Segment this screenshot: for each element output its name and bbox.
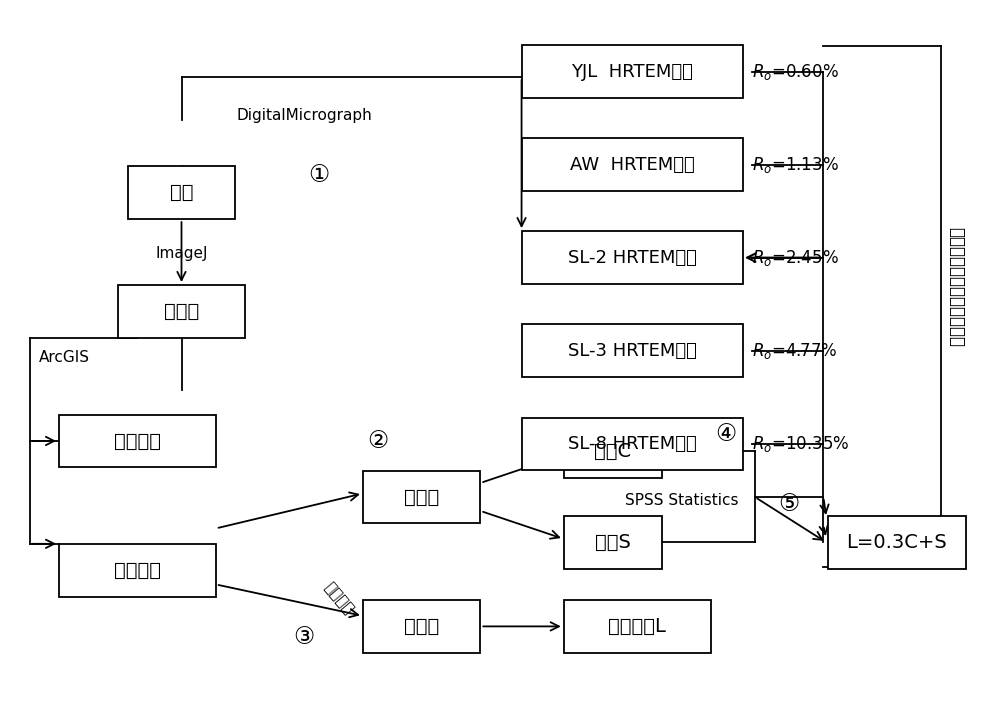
- Text: ①: ①: [308, 163, 329, 187]
- Text: ④: ④: [715, 422, 736, 446]
- FancyBboxPatch shape: [363, 471, 480, 523]
- Text: 去噪: 去噪: [170, 183, 193, 202]
- Text: ②: ②: [367, 429, 388, 453]
- Text: 条纹长度L: 条纹长度L: [608, 617, 666, 636]
- Text: ArcGIS: ArcGIS: [38, 349, 89, 365]
- FancyBboxPatch shape: [59, 415, 216, 467]
- Text: $R_o$=4.77%: $R_o$=4.77%: [752, 341, 837, 361]
- FancyBboxPatch shape: [564, 516, 662, 568]
- FancyBboxPatch shape: [828, 516, 966, 568]
- Text: $R_o$=1.13%: $R_o$=1.13%: [752, 154, 839, 175]
- FancyBboxPatch shape: [522, 139, 743, 191]
- Text: 二值化: 二值化: [164, 302, 199, 321]
- Text: 周长C: 周长C: [594, 442, 631, 461]
- Text: ③: ③: [293, 625, 315, 649]
- Text: SPSS Statistics: SPSS Statistics: [625, 493, 738, 508]
- Text: 面矢量: 面矢量: [404, 488, 439, 506]
- FancyBboxPatch shape: [564, 600, 711, 653]
- Text: YJL  HRTEM图像: YJL HRTEM图像: [571, 63, 693, 81]
- Text: AW  HRTEM图像: AW HRTEM图像: [570, 156, 695, 174]
- FancyBboxPatch shape: [564, 426, 662, 478]
- Text: $R_o$=10.35%: $R_o$=10.35%: [752, 434, 849, 454]
- Text: DigitalMicrograph: DigitalMicrograph: [236, 108, 372, 123]
- FancyBboxPatch shape: [59, 544, 216, 597]
- FancyBboxPatch shape: [128, 166, 235, 218]
- FancyBboxPatch shape: [522, 45, 743, 98]
- Text: ImageJ: ImageJ: [155, 246, 208, 261]
- Text: SL-3 HRTEM图像: SL-3 HRTEM图像: [568, 342, 697, 360]
- FancyBboxPatch shape: [522, 231, 743, 284]
- FancyBboxPatch shape: [363, 600, 480, 653]
- Text: 线矢量: 线矢量: [404, 617, 439, 636]
- Text: L=0.3C+S: L=0.3C+S: [847, 533, 947, 552]
- Text: 不同变质程度煤样条纹量化: 不同变质程度煤样条纹量化: [947, 227, 965, 347]
- FancyBboxPatch shape: [522, 418, 743, 470]
- Text: ⑤: ⑤: [779, 492, 800, 516]
- Text: 栅格转面: 栅格转面: [114, 561, 161, 580]
- Text: SL-2 HRTEM图像: SL-2 HRTEM图像: [568, 248, 697, 266]
- FancyBboxPatch shape: [118, 286, 245, 338]
- Text: SL-8 HRTEM图像: SL-8 HRTEM图像: [568, 435, 697, 453]
- Text: 人工提取: 人工提取: [321, 580, 356, 617]
- Text: $R_o$=0.60%: $R_o$=0.60%: [752, 61, 839, 81]
- Text: 面积S: 面积S: [595, 533, 631, 552]
- FancyBboxPatch shape: [522, 324, 743, 377]
- Text: 地理配准: 地理配准: [114, 431, 161, 451]
- Text: $R_o$=2.45%: $R_o$=2.45%: [752, 248, 839, 268]
